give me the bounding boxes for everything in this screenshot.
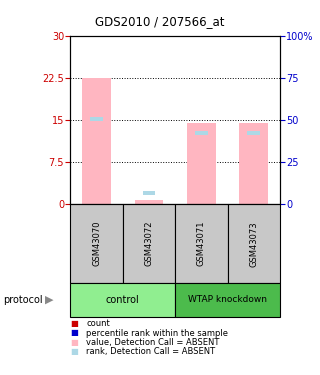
Bar	[123, 204, 175, 283]
Text: protocol: protocol	[3, 295, 43, 305]
Bar	[82, 78, 111, 204]
Text: rank, Detection Call = ABSENT: rank, Detection Call = ABSENT	[86, 347, 216, 356]
Text: ■: ■	[70, 338, 78, 347]
Bar	[70, 204, 123, 283]
Text: GSM43073: GSM43073	[249, 221, 258, 267]
Text: control: control	[106, 295, 140, 305]
Text: ■: ■	[70, 347, 78, 356]
Text: GSM43070: GSM43070	[92, 221, 101, 267]
Bar	[195, 131, 208, 135]
Bar	[239, 123, 268, 204]
Text: ■: ■	[70, 328, 78, 338]
Text: ▶: ▶	[45, 295, 54, 305]
Bar	[142, 192, 156, 195]
Text: count: count	[86, 319, 110, 328]
Text: WTAP knockdown: WTAP knockdown	[188, 296, 267, 304]
Text: percentile rank within the sample: percentile rank within the sample	[86, 328, 228, 338]
Bar	[175, 204, 228, 283]
Bar	[175, 283, 280, 317]
Text: ■: ■	[70, 319, 78, 328]
Bar	[228, 204, 280, 283]
Bar	[135, 200, 164, 204]
Bar	[90, 117, 103, 121]
Text: GSM43072: GSM43072	[145, 221, 154, 267]
Bar	[70, 283, 175, 317]
Text: GDS2010 / 207566_at: GDS2010 / 207566_at	[95, 15, 225, 28]
Text: value, Detection Call = ABSENT: value, Detection Call = ABSENT	[86, 338, 220, 347]
Bar	[187, 123, 216, 204]
Bar	[247, 131, 260, 135]
Text: GSM43071: GSM43071	[197, 221, 206, 267]
